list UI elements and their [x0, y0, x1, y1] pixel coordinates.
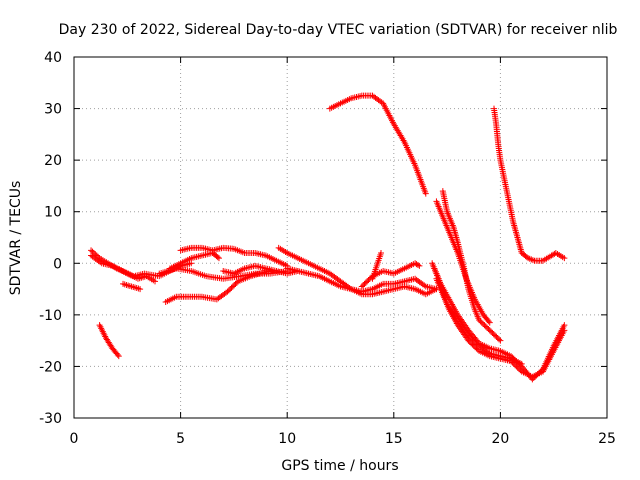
- data-point-arc-18: [484, 324, 491, 331]
- data-point-arc-13: [378, 249, 385, 256]
- data-point-arc-18: [478, 319, 485, 326]
- data-points: [88, 92, 568, 383]
- data-point-arc-15: [465, 337, 472, 344]
- data-point-arc-19: [485, 318, 492, 325]
- data-point-arc-18: [488, 328, 495, 335]
- data-point-arc-5: [232, 280, 239, 287]
- data-point-arc-17: [465, 332, 472, 339]
- grid-lines: [74, 57, 607, 418]
- data-point-arc-12: [416, 262, 423, 269]
- data-point-arc-3: [137, 286, 144, 293]
- data-point-arc-12: [360, 282, 367, 289]
- data-point-arc-16: [536, 369, 543, 376]
- data-point-arc-5: [225, 287, 232, 294]
- y-axis-label: SDTVAR / TECUs: [8, 181, 24, 296]
- data-point-arc-15: [472, 344, 479, 351]
- x-tick-label: 25: [598, 431, 616, 447]
- data-point-arc-16: [561, 322, 568, 329]
- data-point-arc-17: [466, 333, 473, 340]
- data-point-arc-18: [480, 320, 487, 327]
- data-point-arc-15: [514, 364, 521, 371]
- data-point-arc-12: [361, 280, 368, 287]
- data-point-arc-19: [486, 319, 493, 326]
- data-point-arc-16: [538, 367, 545, 374]
- y-tick-label: 30: [44, 102, 62, 118]
- plot-frame: [73, 56, 608, 419]
- data-point-arc-20: [561, 255, 568, 262]
- data-point-arc-12: [358, 283, 365, 290]
- data-point-arc-17: [468, 335, 475, 342]
- x-tick-label: 15: [385, 431, 403, 447]
- data-point-arc-15: [466, 338, 473, 345]
- y-tick-label: -20: [39, 359, 62, 375]
- data-point-arc-15: [516, 366, 523, 373]
- axis-ticks: 0 5 10 15 20 25 -30 -20 -10 0 10 20 30 40: [39, 50, 616, 447]
- data-point-arc-5: [229, 283, 236, 290]
- y-tick-label: 40: [44, 50, 62, 66]
- data-point-arc-12: [364, 278, 371, 285]
- data-point-arc-18: [496, 336, 503, 343]
- data-point-arc-18: [489, 329, 496, 336]
- data-point-arc-12: [414, 262, 421, 269]
- data-point-arc-18: [493, 333, 500, 340]
- data-point-arc-18: [492, 332, 499, 339]
- data-point-arc-5: [228, 284, 235, 291]
- data-point-arc-15: [469, 341, 476, 348]
- data-point-arc-15: [513, 363, 520, 370]
- data-point-arc-15: [474, 346, 481, 353]
- data-point-arc-15: [473, 345, 480, 352]
- data-point-arc-18: [482, 323, 489, 330]
- y-tick-label: 0: [53, 256, 62, 272]
- data-point-arc-18: [477, 318, 484, 325]
- data-point-arc-16: [537, 368, 544, 375]
- y-tick-label: -10: [39, 308, 62, 324]
- data-point-arc-16: [533, 372, 540, 379]
- y-tick-label: 20: [44, 153, 62, 169]
- data-point-arc-7: [214, 254, 221, 261]
- data-point-arc-12: [362, 279, 369, 286]
- data-point-arc-17: [473, 340, 480, 347]
- data-point-arc-5: [224, 288, 231, 295]
- data-point-arc-17: [469, 336, 476, 343]
- data-point-arc-1: [88, 247, 95, 254]
- data-point-arc-4: [114, 351, 121, 358]
- data-point-arc-15: [468, 340, 475, 347]
- chart-title: Day 230 of 2022, Sidereal Day-to-day VTE…: [59, 22, 618, 38]
- data-point-arc-17: [470, 337, 477, 344]
- data-point-arc-17: [472, 338, 479, 345]
- data-point-arc-14: [422, 190, 429, 197]
- data-point-arc-5: [233, 279, 240, 286]
- data-point-arc-18: [476, 317, 483, 324]
- x-tick-label: 20: [491, 431, 509, 447]
- data-point-arc-5: [227, 286, 234, 293]
- x-axis-label: GPS time / hours: [281, 458, 398, 474]
- data-point-arc-2: [188, 260, 195, 267]
- x-tick-label: 0: [70, 431, 79, 447]
- data-point-arc-5: [231, 282, 238, 289]
- data-point-arc-16: [532, 373, 539, 380]
- data-point-arc-15: [510, 360, 517, 367]
- data-point-arc-17: [518, 360, 525, 367]
- y-tick-label: -30: [39, 411, 62, 427]
- data-point-arc-18: [481, 322, 488, 329]
- data-point-arc-4: [115, 353, 122, 360]
- y-tick-label: 10: [44, 205, 62, 221]
- data-point-arc-18: [497, 337, 504, 344]
- data-point-arc-7: [215, 255, 222, 262]
- data-point-arc-12: [365, 277, 372, 284]
- data-point-arc-18: [485, 326, 492, 333]
- data-point-arc-18: [494, 335, 501, 342]
- x-tick-label: 5: [176, 431, 185, 447]
- data-point-arc-18: [486, 327, 493, 334]
- data-point-arc-18: [490, 331, 497, 338]
- data-point-arc-1: [152, 278, 159, 285]
- data-point-arc-15: [470, 342, 477, 349]
- data-point-arc-16: [530, 375, 537, 382]
- data-point-arc-16: [534, 371, 541, 378]
- x-tick-label: 10: [278, 431, 296, 447]
- data-point-arc-16: [529, 376, 536, 383]
